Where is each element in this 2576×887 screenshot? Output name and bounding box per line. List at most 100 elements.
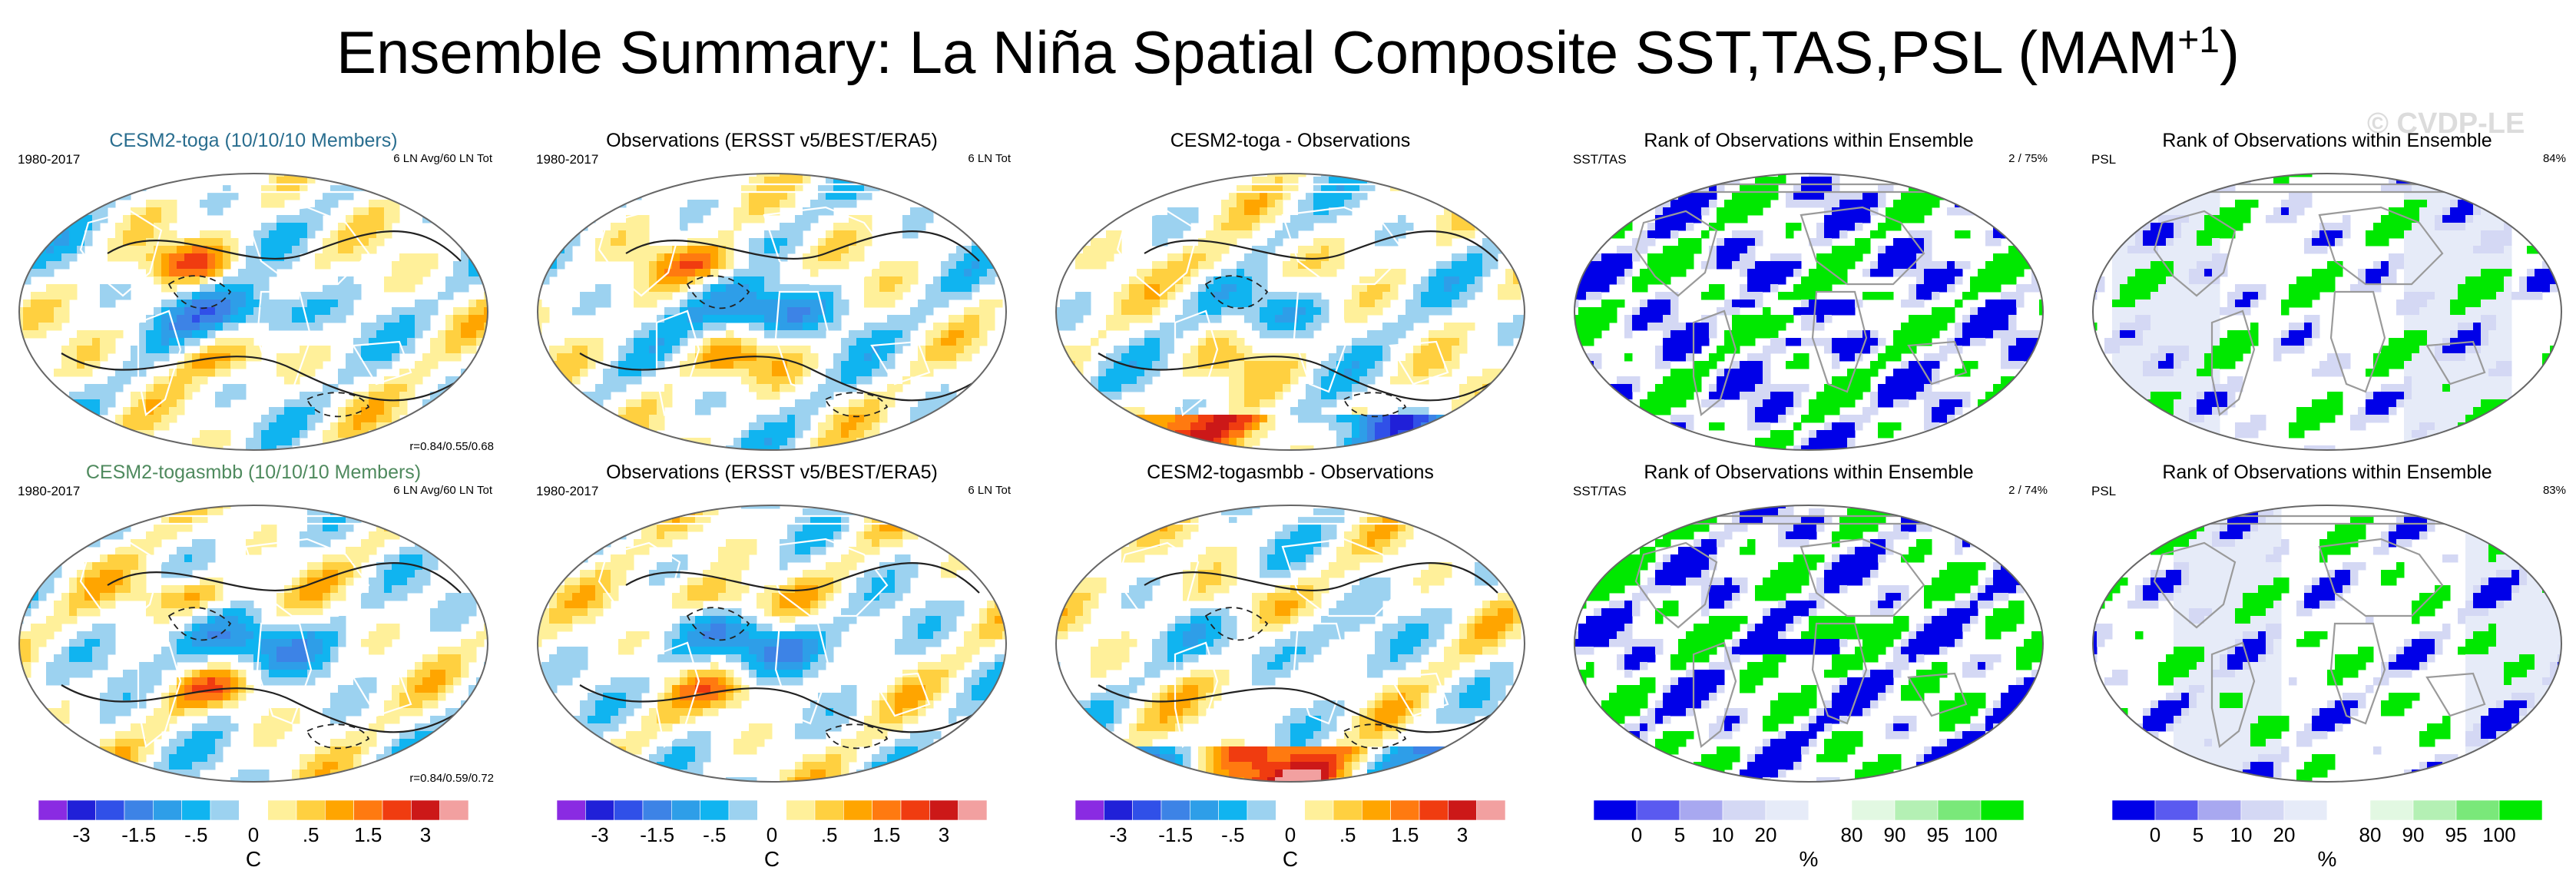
colorbar-tick-label: -3: [1109, 823, 1127, 846]
colorbar-tick-label: 3: [420, 823, 431, 846]
colorbar-swatch: [2111, 799, 2156, 821]
map-cesm2-togasmbb-mean: [18, 505, 488, 783]
main-title-superscript: +1: [2177, 20, 2220, 61]
colorbar-swatch: [411, 799, 440, 821]
colorbar-swatch: [1765, 799, 1809, 821]
panel-title: Rank of Observations within Ensemble: [2162, 130, 2492, 151]
colorbar-swatch: [1132, 799, 1162, 821]
colorbar-swatch: [786, 799, 816, 821]
map-rank-psl-togasmbb: [2092, 505, 2562, 783]
colorbar-swatch: [153, 799, 182, 821]
colorbar-temperature-3: -3 -1.5 -.5 0 .5 1.5 3 C: [1074, 799, 1506, 871]
period-label: 1980-2017: [18, 152, 81, 167]
colorbar-tick-label: 0: [1631, 823, 1642, 846]
colorbar-tick-label: -1.5: [121, 823, 156, 846]
colorbar-swatch: [1419, 799, 1449, 821]
colorbar-tick-label: 80: [1841, 823, 1863, 846]
period-label: 1980-2017: [536, 152, 599, 167]
field-label: PSL: [2091, 484, 2117, 498]
map-rank-sst-tas-toga: [1574, 173, 2044, 451]
colorbar-tick-label: 0: [1285, 823, 1296, 846]
colorbar-tick-label: 0: [767, 823, 777, 846]
main-title: Ensemble Summary: La Niña Spatial Compos…: [0, 14, 2576, 91]
colorbar-swatch: [210, 799, 240, 821]
rank-summary-label: 2 / 75%: [2008, 152, 2048, 165]
panel-observations-2: Observations (ERSST v5/BEST/ERA5) 1980-2…: [522, 461, 1021, 791]
colorbar-tick-label: 95: [2445, 823, 2468, 846]
panel-title: CESM2-toga (10/10/10 Members): [109, 130, 398, 151]
colorbar-swatch: [267, 799, 297, 821]
colorbar-swatch: [181, 799, 211, 821]
colorbar-swatch: [1448, 799, 1477, 821]
colorbar-swatch: [1476, 799, 1506, 821]
panel-cesm2-togasmbb-difference: CESM2-togasmbb - Observations: [1041, 461, 1540, 791]
colorbar-swatch: [900, 799, 930, 821]
colorbar-swatch: [1161, 799, 1190, 821]
colorbar-tick-label: -3: [72, 823, 90, 846]
colorbar-swatch: [814, 799, 844, 821]
colorbar-swatch: [325, 799, 354, 821]
colorbar-tick-label: 3: [939, 823, 949, 846]
map-rank-sst-tas-togasmbb: [1574, 505, 2044, 783]
colorbar-swatch: [1679, 799, 1723, 821]
colorbar-swatch: [1276, 799, 1305, 821]
event-count-label: 6 LN Tot: [968, 152, 1011, 165]
colorbar-swatch: [1104, 799, 1133, 821]
panel-title: Rank of Observations within Ensemble: [1644, 130, 1974, 151]
colorbar-swatch: [1851, 799, 1896, 821]
field-label: PSL: [2091, 152, 2117, 167]
colorbar-tick-label: 1.5: [354, 823, 382, 846]
colorbar-tick-label: .5: [303, 823, 320, 846]
colorbar-units-label: %: [1800, 847, 1819, 871]
colorbar-swatch: [1808, 799, 1853, 821]
colorbar-tick-label: 5: [1674, 823, 1685, 846]
colorbar-swatch: [872, 799, 902, 821]
colorbar-swatch: [1247, 799, 1276, 821]
panel-title: Rank of Observations within Ensemble: [1644, 462, 1974, 483]
colorbar-swatch: [2455, 799, 2500, 821]
main-title-text: Ensemble Summary: La Niña Spatial Compos…: [336, 18, 2178, 86]
colorbar-tick-label: -.5: [184, 823, 207, 846]
colorbar-swatch: [1636, 799, 1680, 821]
colorbar-swatch: [2197, 799, 2242, 821]
colorbar-tick-label: 80: [2359, 823, 2382, 846]
period-label: 1980-2017: [18, 484, 81, 498]
colorbar-swatch: [671, 799, 700, 821]
colorbar-swatch: [382, 799, 412, 821]
ensemble-count-label: 6 LN Avg/60 LN Tot: [393, 152, 492, 165]
colorbar-tick-label: -1.5: [1158, 823, 1193, 846]
colorbar-swatch: [757, 799, 786, 821]
colorbar-swatch: [124, 799, 154, 821]
colorbar-swatch: [958, 799, 988, 821]
panel-title: CESM2-togasmbb - Observations: [1147, 462, 1434, 483]
colorbar-swatch: [1190, 799, 1219, 821]
colorbar-temperature-1: -3 -1.5 -.5 0 .5 1.5 3 C: [38, 799, 469, 871]
panel-rank-sst-tas-toga: Rank of Observations within Ensemble SST…: [1559, 129, 2058, 459]
colorbar-tick-label: 100: [2482, 823, 2515, 846]
map-observations-2: [537, 505, 1007, 783]
ensemble-count-label: 6 LN Avg/60 LN Tot: [393, 484, 492, 497]
colorbar-tick-label: .5: [1339, 823, 1356, 846]
panel-title: CESM2-toga - Observations: [1170, 130, 1411, 151]
colorbar-tick-label: 90: [1884, 823, 1906, 846]
panel-title: Observations (ERSST v5/BEST/ERA5): [606, 130, 938, 151]
main-title-close: ): [2219, 18, 2240, 86]
colorbar-tick-label: 3: [1457, 823, 1468, 846]
rank-summary-label: 84%: [2542, 152, 2566, 165]
pattern-correlation-label: r=0.84/0.59/0.72: [409, 772, 494, 785]
period-label: 1980-2017: [536, 484, 599, 498]
colorbar-swatch: [556, 799, 586, 821]
colorbar-tick-label: 0: [2150, 823, 2160, 846]
pattern-correlation-label: r=0.84/0.55/0.68: [409, 440, 494, 453]
colorbar-swatch: [642, 799, 672, 821]
rank-summary-label: 2 / 74%: [2008, 484, 2048, 497]
colorbar-units-label: C: [764, 847, 780, 871]
colorbar-swatch: [2326, 799, 2371, 821]
colorbar-swatch: [1218, 799, 1248, 821]
colorbar-swatch: [2283, 799, 2328, 821]
map-cesm2-toga-difference: [1055, 173, 1525, 451]
field-label: SST/TAS: [1573, 152, 1627, 167]
colorbar-swatch: [239, 799, 268, 821]
colorbar-swatch: [1722, 799, 1766, 821]
colorbar-tick-label: 90: [2402, 823, 2425, 846]
